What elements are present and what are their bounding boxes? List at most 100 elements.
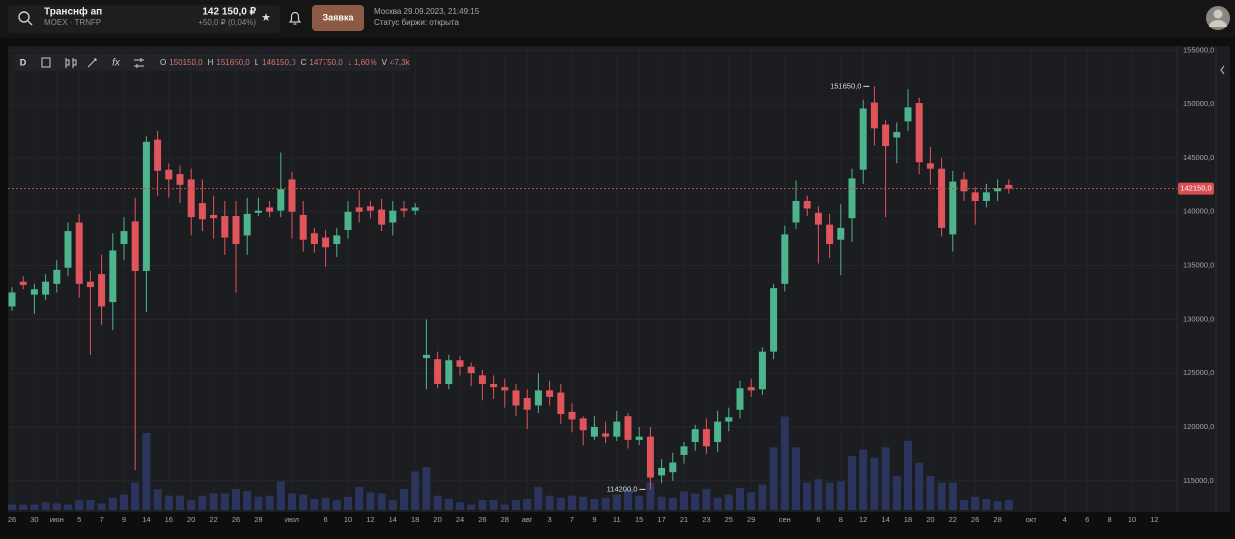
bell-icon[interactable] <box>288 11 302 25</box>
legend-value: 151650,0 <box>216 58 250 67</box>
volume-bar <box>41 502 50 510</box>
candle-body <box>411 207 419 211</box>
x-tick-label: 14 <box>142 515 150 524</box>
collapse-arrow[interactable] <box>1220 65 1225 75</box>
candle-body <box>814 212 822 225</box>
extreme-label: 151650,0 <box>830 81 861 90</box>
candle-body <box>322 237 330 248</box>
volume-bar <box>713 497 722 510</box>
candle-body <box>299 214 307 240</box>
price: 142 150,0 ₽ <box>202 7 256 18</box>
candle-body <box>333 235 341 245</box>
volume-bar <box>780 416 789 510</box>
y-tick-label: 115000,0 <box>1183 476 1214 485</box>
compare-icon[interactable] <box>41 57 51 68</box>
candle-body <box>266 207 274 212</box>
volume-bar <box>680 491 688 510</box>
x-tick-label: 25 <box>725 515 733 524</box>
candle-body <box>926 163 934 169</box>
x-tick-label: сен <box>779 515 791 524</box>
volume-bar <box>960 500 968 510</box>
volume-bar <box>19 504 28 510</box>
indicators-icon[interactable]: fx <box>112 58 121 69</box>
x-tick-label: 22 <box>949 515 957 524</box>
volume-bar <box>982 499 991 510</box>
candle-body <box>490 383 498 388</box>
candle-body <box>154 139 162 171</box>
candle-body <box>680 446 688 455</box>
volume-bar <box>108 497 117 510</box>
volume-bar <box>836 481 845 510</box>
settings-icon[interactable] <box>134 58 144 68</box>
candle-body <box>758 351 766 390</box>
volume-bar <box>646 482 655 510</box>
candle-body <box>165 169 173 180</box>
x-tick-label: авг <box>522 515 533 524</box>
candle-body <box>859 108 867 170</box>
candle-body <box>534 390 542 406</box>
x-tick-label: 11 <box>613 515 621 524</box>
legend-change: ↓ 1,60% <box>348 58 377 67</box>
volume-bar <box>545 495 554 510</box>
order-button[interactable] <box>312 5 364 31</box>
period-button[interactable]: D <box>20 57 27 67</box>
volume-bar <box>209 493 218 510</box>
candle-body <box>198 203 206 220</box>
volume-bar <box>198 495 207 510</box>
candle-body <box>826 224 834 245</box>
volume-bar <box>131 482 140 510</box>
x-tick-label: 23 <box>702 515 710 524</box>
volume-bar <box>411 471 420 510</box>
candle-body <box>344 211 352 231</box>
favorite-star[interactable]: ★ <box>261 12 271 24</box>
x-tick-label: 28 <box>254 515 262 524</box>
x-tick-label: 7 <box>100 515 104 524</box>
volume-bar <box>848 456 856 510</box>
x-tick-label: 12 <box>366 515 374 524</box>
volume-bar <box>344 496 352 510</box>
volume-bar <box>310 499 319 510</box>
volume-bar <box>657 496 666 510</box>
candle-body <box>221 216 229 238</box>
x-tick-label: 9 <box>592 515 596 524</box>
volume-bar <box>881 447 890 510</box>
candle-body <box>938 168 946 228</box>
candle-body <box>400 208 408 211</box>
candle-body <box>837 227 845 240</box>
volume-bar <box>926 475 935 510</box>
ticker-box[interactable] <box>8 5 280 33</box>
candle-body <box>893 132 901 138</box>
candle-body <box>98 274 106 307</box>
candle-body <box>120 231 128 245</box>
candle-body <box>131 221 139 271</box>
candle-body <box>42 281 50 295</box>
x-tick-label: 3 <box>548 515 552 524</box>
candle-body <box>568 411 576 420</box>
candle-body <box>434 359 442 384</box>
x-tick-label: 21 <box>680 515 688 524</box>
y-tick-label: 130000,0 <box>1183 314 1214 323</box>
volume-bar <box>467 504 476 510</box>
search-icon[interactable] <box>18 11 30 23</box>
volume-bar <box>635 495 644 510</box>
volume-bar <box>736 488 744 510</box>
candle-body <box>30 289 38 295</box>
x-tick-label: 14 <box>881 515 889 524</box>
avatar-head <box>1213 9 1223 19</box>
volume-bar <box>388 500 397 510</box>
x-tick-label: 14 <box>389 515 397 524</box>
candle-body <box>546 390 554 397</box>
candle-body <box>277 189 285 211</box>
draw-icon[interactable] <box>87 58 97 68</box>
candle-body <box>501 387 509 391</box>
x-tick-label: 6 <box>816 515 820 524</box>
volume-bar <box>892 475 901 510</box>
chart-type-icon[interactable] <box>65 58 77 68</box>
volume-bar <box>500 504 509 510</box>
x-tick-label: 26 <box>971 515 979 524</box>
volume-bar <box>724 494 733 510</box>
volume-bar <box>422 467 431 510</box>
candle-body <box>366 206 374 211</box>
volume-bar <box>993 501 1002 510</box>
